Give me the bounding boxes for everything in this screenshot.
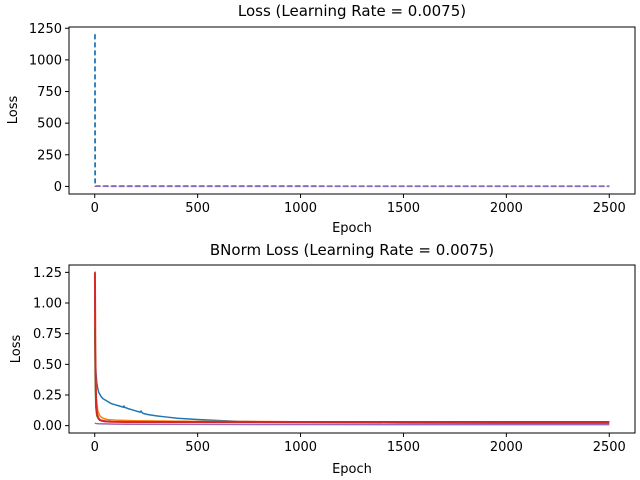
ticks-layer: 0 500 1000 1500 2000 2500 0.00 0.25 0.50 0.75 1.00… xyxy=(33,266,626,455)
x-tick-label: 2500 xyxy=(593,440,626,455)
x-tick-label: 500 xyxy=(185,201,210,216)
x-tick-label: 0 xyxy=(91,440,99,455)
x-tick-label: 2000 xyxy=(490,440,523,455)
y-tick-label: 0.00 xyxy=(33,419,62,434)
x-axis-label: Epoch xyxy=(332,221,372,236)
chart-title: BNorm Loss (Learning Rate = 0.0075) xyxy=(210,241,494,259)
loss-chart: Loss (Learning Rate = 0.0075) 0 500 1000 15… xyxy=(6,2,636,236)
y-axis-label: Loss xyxy=(9,335,24,364)
y-tick-label: 1000 xyxy=(29,53,62,68)
y-tick-label: 1.25 xyxy=(33,266,62,281)
x-tick-label: 1000 xyxy=(284,201,317,216)
series-line-2 xyxy=(93,309,610,423)
series-layer xyxy=(94,33,610,188)
y-tick-label: 500 xyxy=(37,117,62,132)
y-tick-label: 0.75 xyxy=(33,327,62,342)
y-tick-label: 0.25 xyxy=(33,388,62,403)
plot-frame xyxy=(68,26,636,195)
series-line-1 xyxy=(94,33,610,188)
x-axis-label: Epoch xyxy=(332,462,372,477)
series-line-5 xyxy=(94,422,610,426)
series-line-3 xyxy=(93,327,610,424)
y-tick-label: 750 xyxy=(37,85,62,100)
y-tick-label: 1250 xyxy=(29,22,62,37)
ticks-layer: 0 500 1000 1500 2000 2500 0 250 500 750 1000 1250 xyxy=(29,22,626,216)
x-tick-label: 1500 xyxy=(387,440,420,455)
series-line-4 xyxy=(93,271,610,423)
plot-frame xyxy=(68,264,636,434)
y-tick-label: 0 xyxy=(54,180,62,195)
x-tick-label: 1000 xyxy=(284,440,317,455)
x-tick-label: 2000 xyxy=(490,201,523,216)
x-tick-label: 0 xyxy=(91,201,99,216)
x-tick-label: 1500 xyxy=(387,201,420,216)
y-axis-label: Loss xyxy=(6,96,21,125)
y-tick-label: 1.00 xyxy=(33,297,62,312)
y-tick-label: 250 xyxy=(37,148,62,163)
series-line-1 xyxy=(93,296,610,425)
x-tick-label: 2500 xyxy=(593,201,626,216)
series-layer xyxy=(93,271,610,426)
bnorm-loss-chart: BNorm Loss (Learning Rate = 0.0075) 0 500… xyxy=(9,241,636,477)
y-tick-label: 0.50 xyxy=(33,358,62,373)
chart-title: Loss (Learning Rate = 0.0075) xyxy=(238,2,466,20)
x-tick-label: 500 xyxy=(185,440,210,455)
